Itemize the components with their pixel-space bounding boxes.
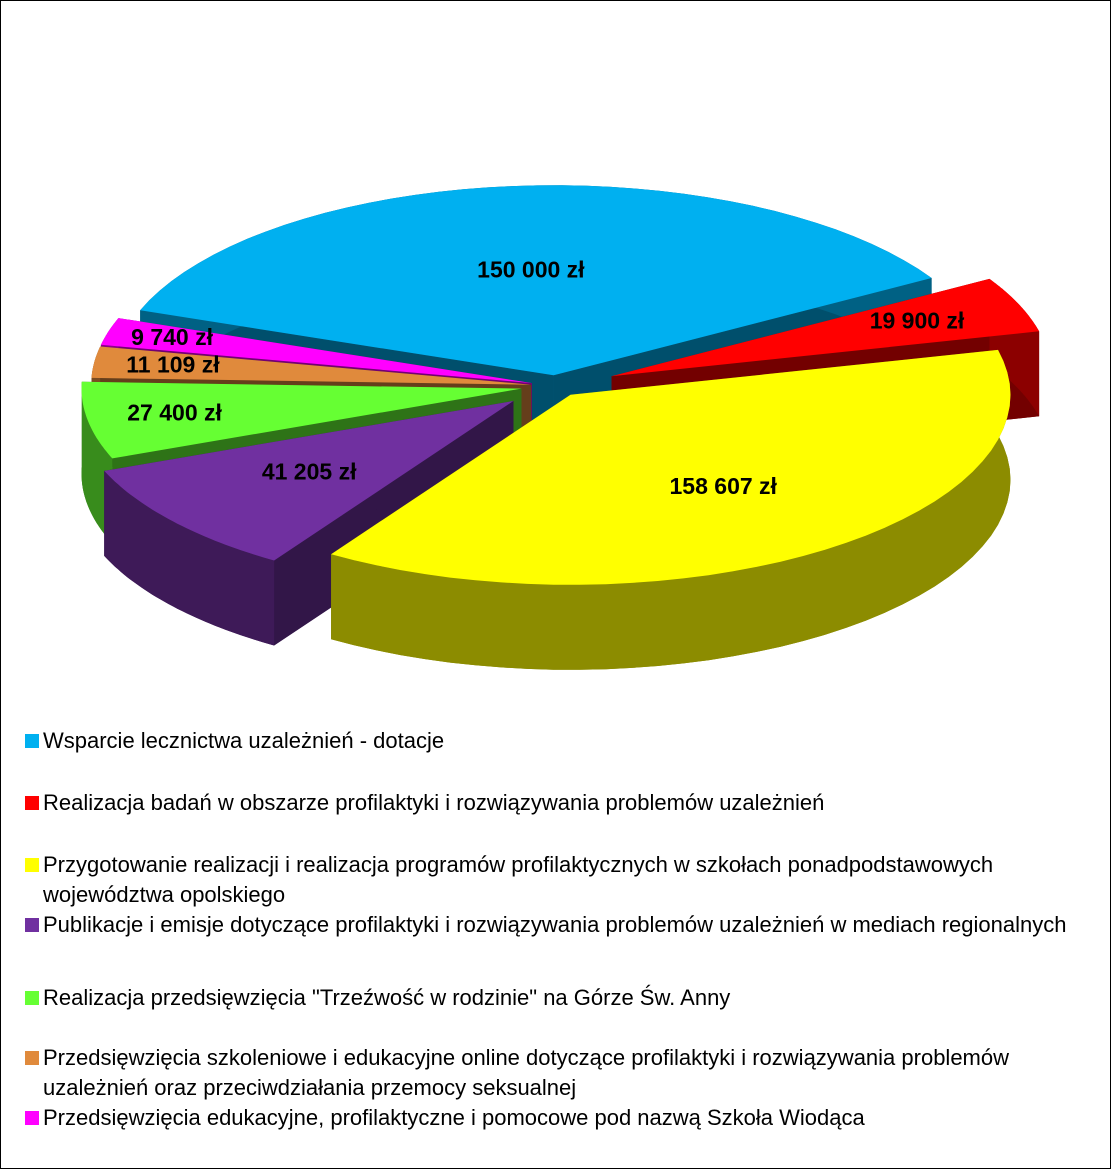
slice [91, 346, 532, 385]
slice [140, 185, 932, 376]
data-label: 11 109 zł [126, 351, 220, 377]
legend-item: Przedsięwzięcia szkoleniowe i edukacyjne… [25, 1043, 1103, 1103]
legend-text: Przedsięwzięcia szkoleniowe i edukacyjne… [43, 1045, 1010, 1100]
legend-text: Realizacja przedsięwzięcia "Trzeźwość w … [43, 985, 731, 1010]
slice [104, 401, 514, 561]
legend-text: Realizacja badań w obszarze profilaktyki… [43, 790, 825, 815]
data-label: 9 740 zł [131, 324, 213, 350]
legend-item: Przedsięwzięcia edukacyjne, profilaktycz… [25, 1103, 1103, 1133]
slice [100, 318, 532, 384]
slice [81, 381, 522, 459]
legend-text: Wsparcie lecznictwa uzależnień - dotacje [43, 728, 445, 753]
slice [611, 278, 1040, 377]
data-label: 27 400 zł [127, 399, 222, 425]
legend-swatch [25, 858, 39, 872]
legend-text: Przygotowanie realizacji i realizacja pr… [43, 852, 994, 907]
legend-text: Przedsięwzięcia edukacyjne, profilaktycz… [43, 1105, 865, 1130]
pie-area: 150 000 zł 19 900 zł 158 607 zł 41 205 zł 27… [81, 185, 1040, 670]
legend-item: Realizacja badań w obszarze profilaktyki… [25, 788, 1103, 818]
data-label: 150 000 zł [477, 256, 585, 282]
data-label: 158 607 zł [670, 473, 778, 499]
legend-swatch [25, 1111, 39, 1125]
data-label: 41 205 zł [262, 458, 357, 484]
legend-swatch [25, 796, 39, 810]
legend-item: Wsparcie lecznictwa uzależnień - dotacje [25, 726, 1103, 756]
slice-side [331, 349, 1011, 670]
legend-swatch [25, 734, 39, 748]
legend-swatch [25, 1051, 39, 1065]
slice [331, 349, 1011, 585]
data-label: 19 900 zł [870, 307, 965, 333]
legend-item: Realizacja przedsięwzięcia "Trzeźwość w … [25, 983, 1103, 1013]
legend-item: Przygotowanie realizacji i realizacja pr… [25, 850, 1103, 910]
slice-side [104, 470, 275, 646]
legend-swatch [25, 991, 39, 1005]
legend-text: Publikacje i emisje dotyczące profilakty… [43, 912, 1067, 937]
legend-swatch [25, 918, 39, 932]
legend-item: Publikacje i emisje dotyczące profilakty… [25, 910, 1103, 940]
